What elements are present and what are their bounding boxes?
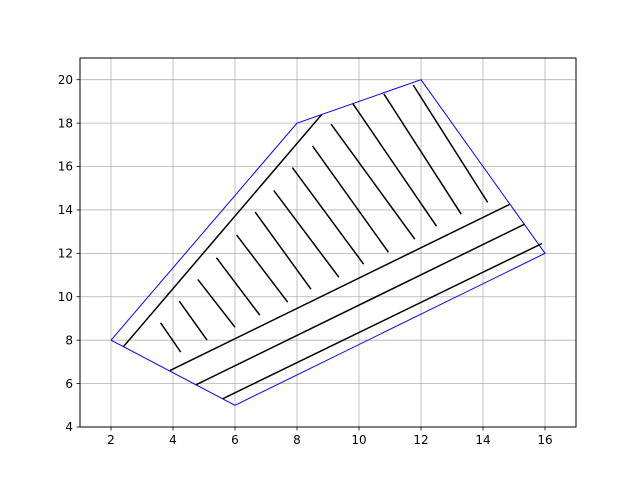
hatch-segment (122, 113, 323, 348)
hatch-segment (330, 123, 416, 240)
x-tick-label: 14 (475, 433, 490, 447)
y-tick-label: 14 (58, 203, 73, 217)
hatch-segment (178, 300, 208, 341)
hatch-lines (122, 84, 543, 400)
hatch-segment (412, 84, 489, 203)
y-tick-label: 12 (58, 247, 73, 261)
grid (80, 58, 576, 428)
y-tick-label: 16 (58, 160, 73, 174)
y-tick-label: 10 (58, 290, 73, 304)
y-tick-label: 4 (65, 420, 73, 434)
plot-frame (79, 57, 577, 428)
hatch-segment (311, 145, 390, 253)
y-tick-label: 20 (58, 73, 73, 87)
hatch-segment (222, 242, 543, 400)
hatch-segment (235, 234, 289, 303)
x-tick-label: 6 (231, 433, 239, 447)
x-axis: 2 4 6 8 10 12 14 16 (107, 427, 553, 447)
y-tick-label: 6 (65, 377, 73, 391)
x-tick-label: 12 (413, 433, 428, 447)
x-tick-label: 4 (169, 433, 177, 447)
boundary-polygon (110, 79, 546, 406)
boundary-line (110, 79, 546, 406)
x-tick-label: 10 (351, 433, 366, 447)
hatch-segment (383, 93, 462, 215)
x-tick-label: 8 (293, 433, 301, 447)
y-axis: 4 6 8 10 12 14 16 18 20 (58, 73, 80, 434)
hatch-segment (197, 278, 236, 328)
hatch-segment (169, 203, 510, 372)
hatch-segment (254, 211, 312, 290)
x-tick-label: 2 (107, 433, 115, 447)
x-tick-label: 16 (537, 433, 552, 447)
hatch-segment (215, 257, 261, 316)
y-tick-label: 18 (58, 116, 73, 130)
hatch-segment (273, 189, 340, 278)
y-tick-label: 8 (65, 333, 73, 347)
hatch-segment (352, 103, 438, 227)
hatch-segment (291, 167, 365, 265)
hatch-segment (195, 223, 526, 386)
hatch-segment (159, 322, 182, 353)
